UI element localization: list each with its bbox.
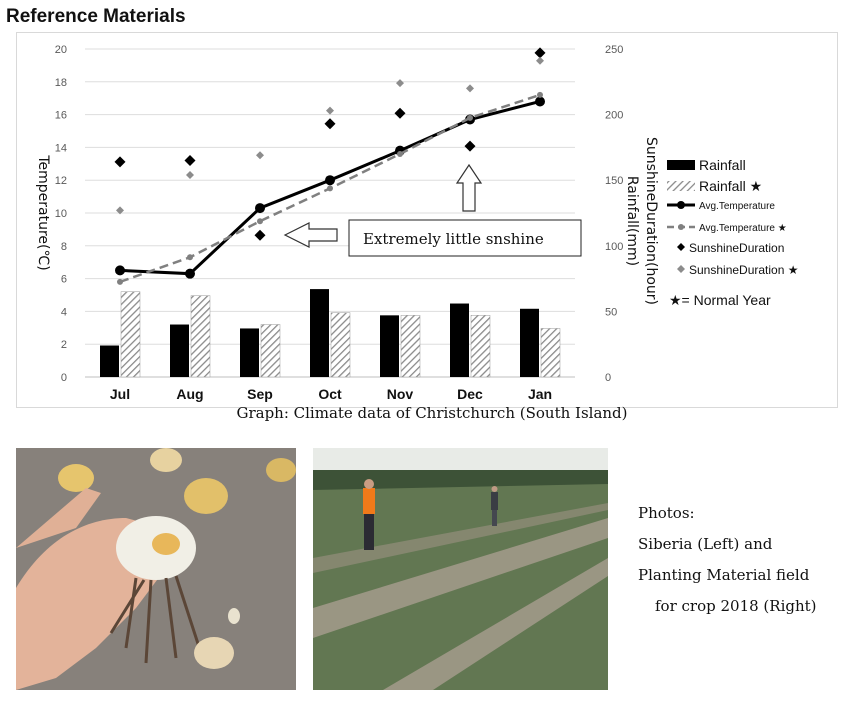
x-tick-label: Jan: [528, 386, 552, 402]
bar-rainfall-normal: [330, 312, 351, 378]
y-right-tick-label: 200: [605, 110, 623, 122]
point-avg-temperature: [325, 175, 335, 186]
y-left-tick-label: 4: [61, 306, 67, 318]
point-avg-temperature-normal: [187, 254, 193, 261]
photos-note-line: Planting Material field: [638, 566, 810, 584]
y-right-tick-label: 50: [605, 306, 617, 318]
y-left-tick-label: 8: [61, 241, 67, 253]
y-left-tick-label: 10: [55, 208, 67, 220]
bar-rainfall: [450, 303, 469, 377]
point-sunshine: [534, 47, 546, 59]
bar-rainfall-normal: [400, 315, 421, 378]
page-title: Reference Materials: [6, 6, 186, 27]
bar-rainfall: [520, 308, 539, 377]
point-avg-temperature-normal: [467, 114, 473, 121]
bar-rainfall: [170, 324, 189, 377]
annotation-arrow-left: [283, 222, 338, 248]
legend-label-avg-temp-normal: Avg.Temperature ★: [699, 223, 787, 234]
y-left-tick-label: 2: [61, 339, 67, 351]
bar-rainfall-normal: [470, 315, 491, 378]
bar-rainfall: [240, 328, 259, 377]
point-sunshine: [254, 229, 266, 241]
point-avg-temperature-normal: [327, 185, 333, 192]
chart-caption: Graph: Climate data of Christchurch (Sou…: [236, 404, 628, 422]
bar-rainfall: [380, 315, 399, 377]
point-sunshine-normal: [466, 84, 474, 93]
y-left-tick-label: 18: [55, 77, 67, 89]
y-right-axis-title-sunshine: SunshineDuration(hour): [643, 137, 659, 305]
point-sunshine: [324, 118, 336, 130]
y-right-tick-label: 0: [605, 372, 611, 384]
point-sunshine: [464, 140, 476, 152]
x-tick-label: Nov: [387, 386, 414, 402]
y-left-tick-label: 20: [55, 44, 67, 56]
point-avg-temperature: [115, 265, 125, 276]
photos-note-line: for crop 2018 (Right): [655, 597, 817, 615]
point-avg-temperature-normal: [257, 218, 263, 225]
y-left-tick-label: 16: [55, 110, 67, 122]
point-sunshine-normal: [326, 106, 334, 115]
legend-marker-sunshine: [677, 243, 685, 251]
point-sunshine-normal: [186, 170, 194, 179]
legend-label-rainfall-normal: Rainfall ★: [699, 178, 762, 194]
legend-swatch-rainfall: [667, 160, 695, 170]
photos-note-line: Photos:: [638, 504, 695, 522]
point-sunshine-normal: [396, 79, 404, 88]
y-right-tick-label: 250: [605, 44, 623, 56]
y-left-tick-label: 6: [61, 274, 67, 286]
bar-rainfall: [100, 345, 119, 377]
legend-swatch-rainfall-normal: [667, 181, 695, 191]
x-tick-label: Sep: [247, 386, 273, 402]
point-avg-temperature-normal: [397, 150, 403, 157]
legend-label-sunshine: SunshineDuration: [689, 241, 784, 255]
photo-planting-field: [313, 448, 608, 690]
legend-marker-avg-temp-normal: [678, 224, 684, 230]
y-right-axis-title-rainfall: Rainfall(mm): [624, 176, 640, 266]
bar-rainfall-normal: [190, 295, 211, 378]
photos-note-line: Siberia (Left) and: [638, 535, 773, 553]
annotation-text: Extremely little snshine: [363, 230, 544, 248]
point-avg-temperature: [535, 96, 545, 107]
bar-rainfall-normal: [120, 291, 141, 378]
bar-rainfall: [310, 289, 329, 377]
x-tick-label: Oct: [318, 386, 342, 402]
annotation-box: [348, 219, 582, 257]
photo-lily-bulbs: [16, 448, 296, 690]
x-tick-label: Jul: [110, 386, 130, 402]
legend-note-normal-year: ★= Normal Year: [669, 292, 771, 308]
y-left-tick-label: 14: [55, 142, 67, 154]
bar-rainfall-normal: [540, 328, 561, 378]
legend-label-sunshine-normal: SunshineDuration ★: [689, 263, 799, 277]
legend-marker-sunshine-normal: [677, 265, 685, 273]
x-tick-label: Dec: [457, 386, 483, 402]
y-left-tick-label: 0: [61, 372, 67, 384]
point-avg-temperature: [255, 203, 265, 214]
point-avg-temperature: [185, 268, 195, 279]
point-avg-temperature-normal: [117, 278, 123, 285]
point-sunshine-normal: [116, 206, 124, 215]
point-sunshine: [394, 107, 406, 119]
point-sunshine: [114, 156, 126, 168]
y-left-tick-label: 12: [55, 175, 67, 187]
y-right-tick-label: 100: [605, 241, 623, 253]
bar-rainfall-normal: [260, 324, 281, 378]
y-left-axis-title: Temperature(℃): [35, 154, 51, 270]
annotation-arrow-up: [455, 163, 483, 212]
y-right-tick-label: 150: [605, 175, 623, 187]
photos-note: Photos: Siberia (Left) and Planting Mate…: [638, 498, 817, 622]
point-sunshine: [184, 155, 196, 167]
point-sunshine-normal: [256, 151, 264, 160]
legend-label-avg-temp: Avg.Temperature: [699, 201, 775, 212]
point-avg-temperature-normal: [537, 91, 543, 98]
legend-marker-avg-temp: [677, 201, 685, 209]
point-sunshine-normal: [536, 56, 544, 65]
x-tick-label: Aug: [176, 386, 203, 402]
legend-label-rainfall: Rainfall: [699, 157, 746, 173]
chart-area: 0 2 4 6 8 10 12 14 16 18 20 0 50 100 150 200 250 Jul Aug Se…: [16, 32, 838, 408]
